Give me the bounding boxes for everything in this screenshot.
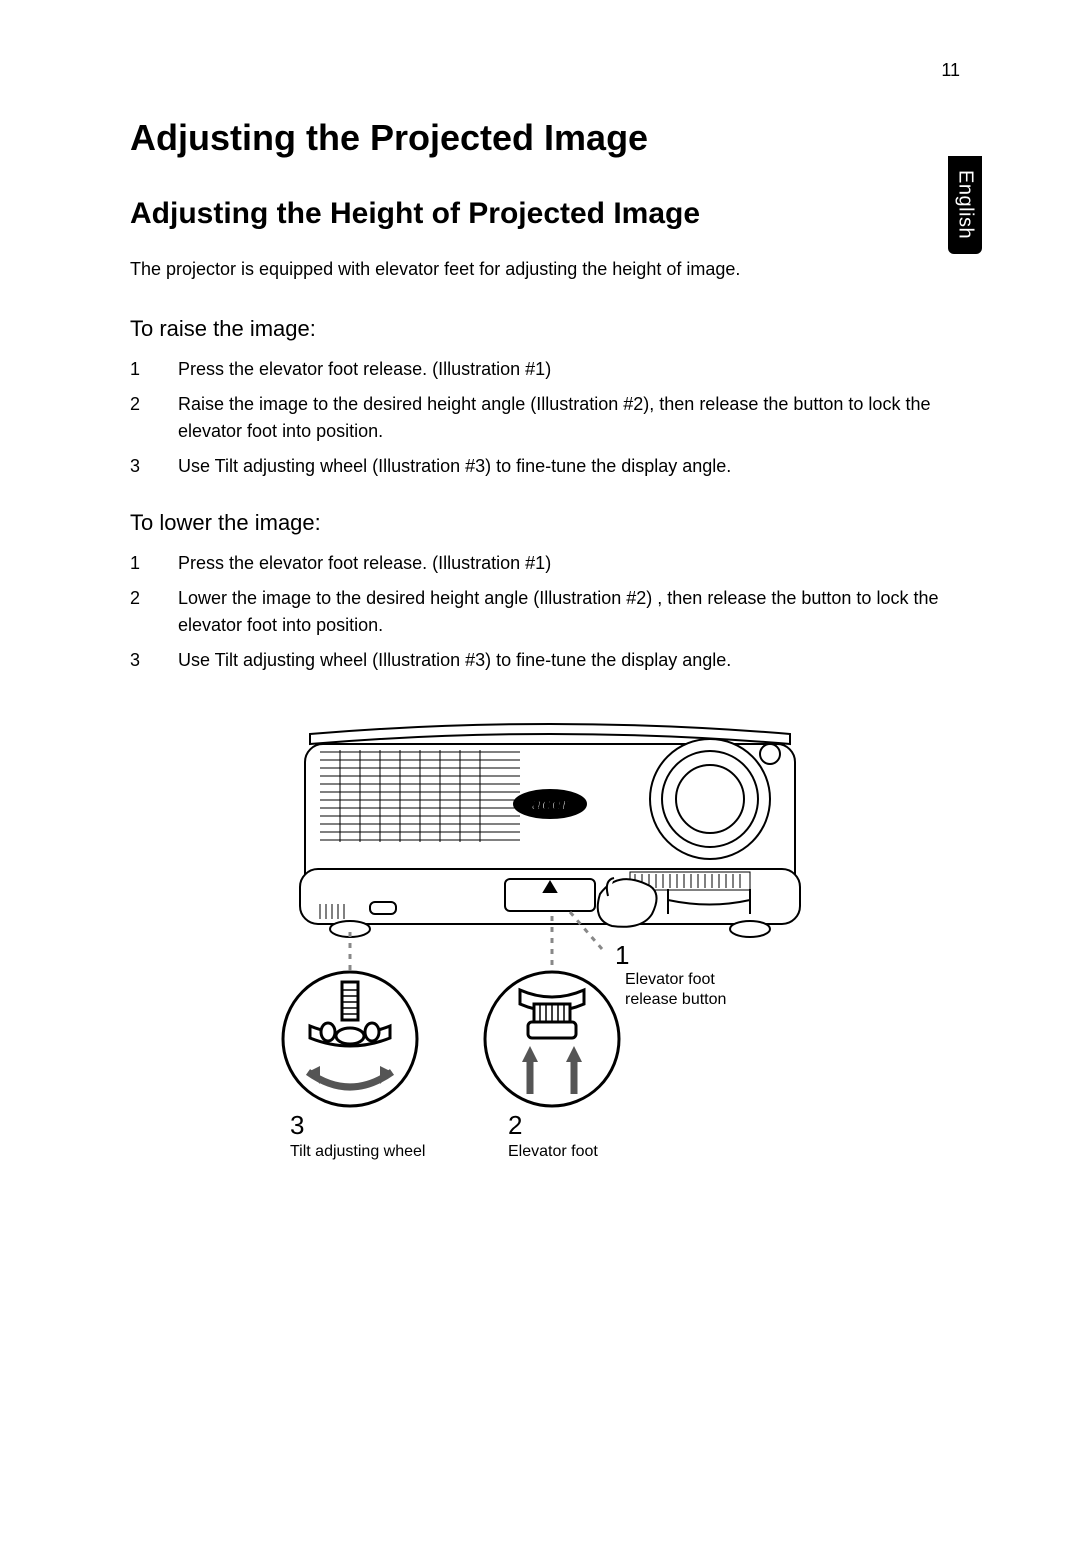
callout-label-2: Elevator foot: [508, 1143, 598, 1160]
step-number: 3: [130, 647, 160, 674]
list-item: 3 Use Tilt adjusting wheel (Illustration …: [130, 647, 970, 674]
list-item: 2 Lower the image to the desired height a…: [130, 585, 970, 639]
list-item: 2 Raise the image to the desired height a…: [130, 391, 970, 445]
step-number: 1: [130, 356, 160, 383]
step-text: Press the elevator foot release. (Illust…: [178, 359, 551, 379]
callout-label-3: Tilt adjusting wheel: [290, 1143, 425, 1160]
step-text: Press the elevator foot release. (Illust…: [178, 553, 551, 573]
projector-svg: acer: [250, 704, 850, 1164]
step-text: Lower the image to the desired height an…: [178, 588, 938, 635]
svg-text:acer: acer: [531, 794, 569, 814]
lower-steps: 1 Press the elevator foot release. (Illus…: [130, 550, 970, 674]
step-text: Use Tilt adjusting wheel (Illustration #…: [178, 456, 731, 476]
list-item: 1 Press the elevator foot release. (Illus…: [130, 550, 970, 577]
step-number: 2: [130, 391, 160, 418]
callout-number-1: 1: [615, 940, 629, 970]
callout-number-2: 2: [508, 1110, 522, 1140]
page-number: 11: [130, 60, 970, 81]
step-text: Raise the image to the desired height an…: [178, 394, 930, 441]
step-number: 2: [130, 585, 160, 612]
step-number: 3: [130, 453, 160, 480]
section-title: Adjusting the Height of Projected Image: [130, 197, 970, 231]
step-text: Use Tilt adjusting wheel (Illustration #…: [178, 650, 731, 670]
lower-title: To lower the image:: [130, 510, 970, 536]
language-tab: English: [948, 156, 982, 254]
main-title: Adjusting the Projected Image: [130, 117, 970, 159]
callout-label-1a: Elevator foot: [625, 971, 715, 988]
callout-number-3: 3: [290, 1110, 304, 1140]
raise-steps: 1 Press the elevator foot release. (Illus…: [130, 356, 970, 480]
list-item: 3 Use Tilt adjusting wheel (Illustration …: [130, 453, 970, 480]
list-item: 1 Press the elevator foot release. (Illus…: [130, 356, 970, 383]
step-number: 1: [130, 550, 160, 577]
callout-label-1b: release button: [625, 991, 726, 1008]
raise-title: To raise the image:: [130, 316, 970, 342]
projector-illustration: acer: [130, 704, 970, 1164]
intro-text: The projector is equipped with elevator …: [130, 257, 970, 282]
